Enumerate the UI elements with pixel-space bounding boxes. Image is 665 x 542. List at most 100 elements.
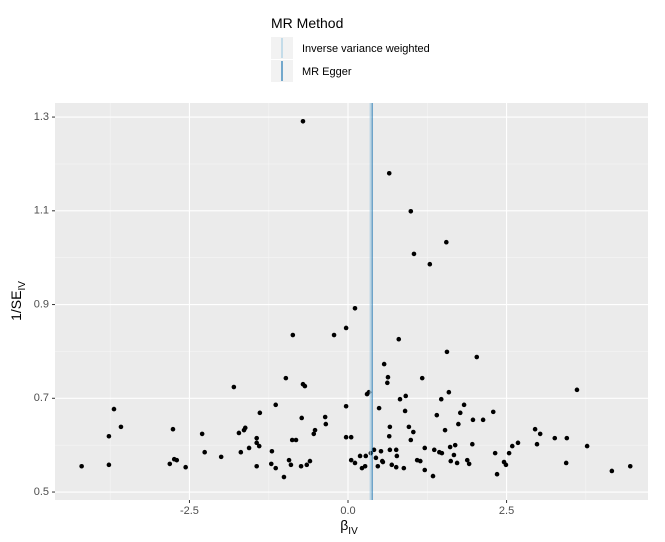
data-point [422,445,428,451]
x-tick-label: 2.5 [499,505,514,517]
data-point [403,393,409,399]
data-point [387,447,393,453]
y-tick-label: 1.3 [34,111,49,123]
data-point [401,465,407,471]
data-point [199,431,205,437]
data-point [464,457,470,463]
data-point [396,336,402,342]
x-axis-title-sub: IV [348,526,358,537]
data-point [111,406,117,412]
legend-title: MR Method [271,15,343,31]
data-point [281,474,287,480]
data-point [393,447,399,453]
x-tick-label: 0.0 [340,505,355,517]
data-point [283,375,289,381]
data-point [393,464,399,470]
data-point [352,460,358,466]
x-tick-label: -2.5 [180,505,199,517]
data-point [357,453,363,459]
data-point [509,443,515,449]
data-point [273,465,279,471]
data-point [290,332,296,338]
data-point [466,461,472,467]
data-point [375,463,381,469]
data-point [411,251,417,257]
data-point [373,455,379,461]
data-point [537,431,543,437]
data-point [574,387,580,393]
data-point [231,384,237,390]
data-point [343,325,349,331]
data-point [492,450,498,456]
data-point [118,424,124,430]
y-tick-label: 0.9 [34,298,49,310]
data-point [288,462,294,468]
data-point [371,447,377,453]
data-point [254,463,259,469]
data-point [289,437,295,443]
data-point [444,349,450,355]
data-point [434,412,440,418]
data-point [470,441,475,447]
data-point [268,461,274,467]
data-point [304,462,310,468]
data-point [534,441,540,447]
data-point [362,463,368,469]
data-point [452,442,458,448]
data-point [470,417,476,423]
data-point [343,403,349,409]
data-point [183,464,188,470]
data-point [254,435,259,441]
data-point [352,305,358,311]
x-axis-title: βIV [340,517,358,537]
data-point [378,448,384,454]
data-point [348,457,354,463]
data-point [363,453,369,459]
data-point [299,415,305,421]
data-point [584,443,590,449]
plot-panel [55,103,648,500]
data-point [387,424,393,430]
data-point [418,458,423,464]
data-point [564,435,570,441]
legend-label: MR Egger [302,66,352,78]
data-point [532,426,538,432]
data-point [563,460,569,466]
data-point [461,402,467,408]
data-point [218,454,224,460]
data-point [515,440,521,446]
data-point [323,421,329,427]
data-point [380,459,386,465]
data-point [552,435,558,441]
legend-label: Inverse variance weighted [302,43,430,55]
data-point [402,408,408,414]
data-point [236,430,242,436]
data-point [406,424,412,430]
data-point [454,460,460,466]
y-axis-title-main: 1/SE [8,291,24,321]
data-point [490,409,496,415]
data-point [322,414,328,420]
data-point [609,468,615,474]
data-point [348,434,354,440]
data-point [506,450,512,456]
data-point [419,375,425,381]
y-tick-label: 0.5 [34,486,49,498]
data-point [106,462,112,468]
y-axis-title: 1/SEIV [8,281,28,321]
data-point [438,396,444,402]
data-point [246,445,252,451]
y-tick-label: 1.1 [34,205,49,217]
data-point [503,462,509,468]
data-point [444,239,449,245]
data-point [430,473,436,479]
data-point [273,402,279,408]
data-point [385,374,391,380]
data-point [256,443,262,449]
data-point [302,383,308,389]
data-point [448,458,454,464]
data-point [408,208,414,214]
data-point [389,462,395,468]
data-point [202,449,207,455]
